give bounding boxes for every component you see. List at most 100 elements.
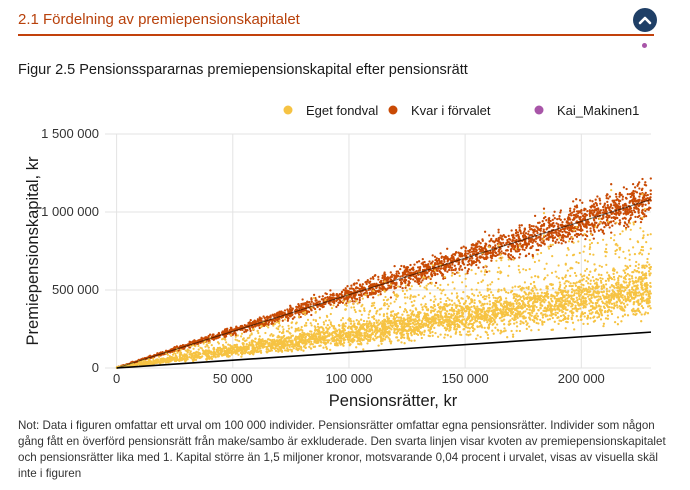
point-kvar-i-forvalet xyxy=(509,238,512,241)
point-eget-fondval xyxy=(503,323,506,326)
point-kvar-i-forvalet xyxy=(589,227,592,230)
point-kvar-i-forvalet xyxy=(321,305,324,309)
point-kvar-i-forvalet xyxy=(267,323,270,326)
point-eget-fondval xyxy=(446,327,449,331)
point-eget-fondval xyxy=(447,312,451,316)
point-eget-fondval xyxy=(390,340,393,343)
point-kvar-i-forvalet xyxy=(585,230,589,233)
point-kvar-i-forvalet xyxy=(624,217,627,220)
point-kvar-i-forvalet xyxy=(622,186,626,189)
point-eget-fondval xyxy=(421,308,424,311)
point-kvar-i-forvalet xyxy=(575,210,579,213)
point-kvar-i-forvalet xyxy=(419,265,422,269)
point-kvar-i-forvalet xyxy=(346,285,349,288)
point-kvar-i-forvalet xyxy=(364,281,367,284)
point-kvar-i-forvalet xyxy=(467,268,470,271)
point-eget-fondval xyxy=(590,296,593,299)
point-eget-fondval xyxy=(585,293,588,296)
point-kvar-i-forvalet xyxy=(357,293,361,297)
point-kvar-i-forvalet xyxy=(512,233,515,236)
point-kvar-i-forvalet xyxy=(603,204,606,207)
point-eget-fondval xyxy=(397,339,400,342)
point-eget-fondval xyxy=(550,309,553,313)
point-kvar-i-forvalet xyxy=(590,209,594,212)
point-eget-fondval xyxy=(575,296,578,299)
point-kvar-i-forvalet xyxy=(559,211,562,214)
point-eget-fondval xyxy=(216,346,220,350)
point-kvar-i-forvalet xyxy=(561,223,564,226)
point-kvar-i-forvalet xyxy=(312,293,316,297)
point-eget-fondval xyxy=(476,334,479,337)
point-kvar-i-forvalet xyxy=(575,205,579,209)
point-eget-fondval xyxy=(634,276,638,279)
point-eget-fondval xyxy=(565,293,568,297)
point-kvar-i-forvalet xyxy=(472,250,476,253)
point-eget-fondval xyxy=(458,302,462,305)
point-kvar-i-forvalet xyxy=(530,224,533,228)
point-eget-fondval xyxy=(540,291,544,294)
point-kvar-i-forvalet xyxy=(523,227,527,230)
point-kvar-i-forvalet xyxy=(350,297,354,300)
point-kvar-i-forvalet xyxy=(615,203,618,206)
point-kvar-i-forvalet xyxy=(492,246,495,249)
point-kvar-i-forvalet xyxy=(313,307,317,311)
point-kvar-i-forvalet xyxy=(457,262,460,266)
point-eget-fondval xyxy=(359,342,363,345)
point-eget-fondval xyxy=(486,321,489,324)
point-kvar-i-forvalet xyxy=(528,225,531,229)
point-kvar-i-forvalet xyxy=(525,254,528,257)
point-kvar-i-forvalet xyxy=(463,254,466,257)
point-kvar-i-forvalet xyxy=(587,221,590,224)
point-eget-fondval xyxy=(367,316,370,320)
point-kvar-i-forvalet xyxy=(644,181,647,184)
point-kvar-i-forvalet xyxy=(596,195,599,198)
point-kvar-i-forvalet xyxy=(425,272,428,275)
point-kvar-i-forvalet xyxy=(610,231,613,234)
point-kvar-i-forvalet xyxy=(634,220,637,223)
point-eget-fondval xyxy=(326,323,329,327)
point-eget-fondval xyxy=(618,299,621,302)
point-kvar-i-forvalet xyxy=(437,266,440,270)
point-kvar-i-forvalet xyxy=(588,209,591,212)
point-eget-fondval xyxy=(631,277,634,280)
point-kvar-i-forvalet xyxy=(350,287,353,290)
point-kvar-i-forvalet xyxy=(272,314,275,317)
point-kvar-i-forvalet xyxy=(458,267,461,270)
point-kvar-i-forvalet xyxy=(386,287,389,290)
point-eget-fondval xyxy=(528,325,531,328)
point-kvar-i-forvalet xyxy=(604,208,608,212)
point-eget-fondval xyxy=(509,314,512,318)
point-kvar-i-forvalet xyxy=(615,195,618,198)
point-kvar-i-forvalet xyxy=(561,230,564,234)
point-kvar-i-forvalet xyxy=(439,267,442,270)
point-eget-fondval xyxy=(618,305,621,308)
point-eget-fondval xyxy=(503,300,506,303)
point-eget-fondval xyxy=(288,345,291,349)
point-eget-fondval xyxy=(572,300,575,303)
point-kvar-i-forvalet xyxy=(355,282,358,285)
point-kvar-i-forvalet xyxy=(390,273,394,276)
point-kvar-i-forvalet xyxy=(638,214,641,217)
point-kvar-i-forvalet xyxy=(415,269,418,273)
point-kvar-i-forvalet xyxy=(395,274,398,278)
point-kvar-i-forvalet xyxy=(243,330,246,334)
point-kvar-i-forvalet xyxy=(531,241,534,244)
point-kvar-i-forvalet xyxy=(644,214,648,218)
point-eget-fondval xyxy=(600,285,603,288)
point-kvar-i-forvalet xyxy=(506,239,509,242)
point-kvar-i-forvalet xyxy=(270,322,273,325)
point-kvar-i-forvalet xyxy=(638,195,641,198)
point-kvar-i-forvalet xyxy=(504,249,508,252)
point-kvar-i-forvalet xyxy=(557,229,560,232)
point-eget-fondval xyxy=(620,284,623,287)
point-kvar-i-forvalet xyxy=(575,213,578,216)
point-eget-fondval xyxy=(572,294,575,297)
point-kvar-i-forvalet xyxy=(484,253,487,256)
point-kvar-i-forvalet xyxy=(620,193,623,196)
point-eget-fondval xyxy=(539,288,542,291)
point-kvar-i-forvalet xyxy=(420,274,423,277)
scroll-to-top-button[interactable] xyxy=(633,8,657,32)
point-kvar-i-forvalet xyxy=(617,202,621,205)
point-kvar-i-forvalet xyxy=(601,211,605,214)
